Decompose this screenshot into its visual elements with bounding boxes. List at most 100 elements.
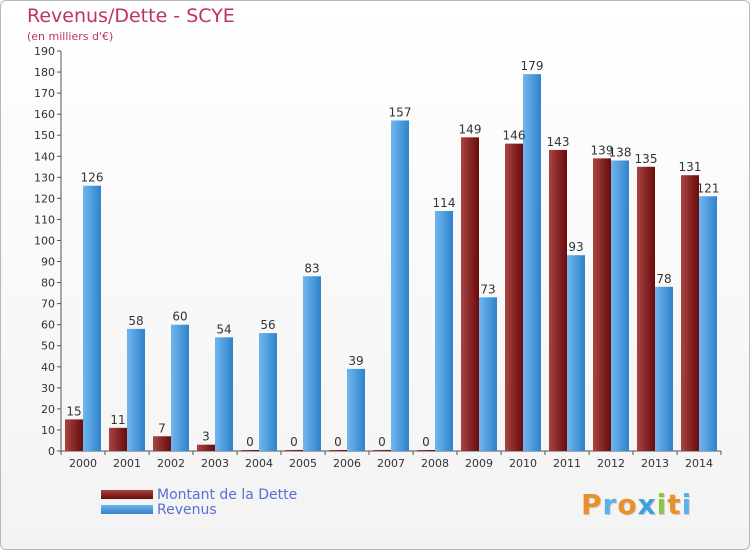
y-tick-label: 110 <box>34 213 55 226</box>
y-tick-label: 70 <box>41 298 55 311</box>
data-label: 11 <box>110 413 125 427</box>
proxiti-logo: Proxiti <box>581 488 692 521</box>
x-tick-label: 2007 <box>377 457 405 470</box>
data-label: 3 <box>202 430 210 444</box>
y-tick-label: 60 <box>41 319 55 332</box>
data-label: 114 <box>433 196 456 210</box>
bar-revenue <box>259 333 277 451</box>
data-label: 0 <box>422 435 430 449</box>
data-label: 60 <box>172 310 187 324</box>
bar-debt <box>593 158 611 452</box>
logo-letter: r <box>602 488 618 521</box>
bar-debt <box>197 444 215 451</box>
data-label: 139 <box>591 143 614 157</box>
logo-letter: x <box>637 488 657 521</box>
data-label: 39 <box>348 354 363 368</box>
chart-subtitle: (en milliers d'€) <box>27 30 114 43</box>
data-label: 131 <box>679 160 702 174</box>
bar-debt <box>681 175 699 452</box>
x-tick-label: 2008 <box>421 457 449 470</box>
data-label: 138 <box>609 145 632 159</box>
data-label: 93 <box>568 240 583 254</box>
data-label: 179 <box>521 59 544 73</box>
bar-debt <box>549 149 567 451</box>
x-tick-label: 2000 <box>69 457 97 470</box>
bar-revenue <box>391 120 409 451</box>
x-tick-label: 2014 <box>685 457 713 470</box>
legend: Montant de la Dette Revenus <box>101 486 298 518</box>
x-tick-label: 2003 <box>201 457 229 470</box>
bar-debt <box>109 427 127 451</box>
y-tick-label: 190 <box>34 45 55 58</box>
logo-letter: t <box>667 488 682 521</box>
bar-revenue <box>127 328 145 451</box>
legend-swatch-debt <box>101 490 153 499</box>
legend-item-revenue: Revenus <box>101 501 297 518</box>
y-tick-label: 180 <box>34 66 55 79</box>
bar-debt <box>329 450 347 451</box>
data-label: 83 <box>304 261 319 275</box>
x-tick-label: 2004 <box>245 457 273 470</box>
bar-debt <box>417 450 435 451</box>
bar-revenue <box>523 74 541 451</box>
data-label: 73 <box>480 282 495 296</box>
bar-debt <box>637 166 655 451</box>
logo-letter: i <box>681 488 693 521</box>
y-tick-label: 20 <box>41 403 55 416</box>
data-label: 58 <box>128 314 143 328</box>
data-label: 0 <box>246 435 254 449</box>
data-label: 0 <box>334 435 342 449</box>
bar-revenue <box>215 337 233 451</box>
data-label: 121 <box>697 181 720 195</box>
y-tick-label: 30 <box>41 382 55 395</box>
y-tick-label: 160 <box>34 108 55 121</box>
x-tick-label: 2006 <box>333 457 361 470</box>
chart-title: Revenus/Dette - SCYE <box>27 5 235 27</box>
data-label: 56 <box>260 318 275 332</box>
data-label: 135 <box>635 152 658 166</box>
bar-debt <box>65 419 83 451</box>
data-label: 78 <box>656 272 671 286</box>
data-label: 126 <box>81 171 104 185</box>
bar-revenue <box>655 286 673 451</box>
x-tick-label: 2002 <box>157 457 185 470</box>
legend-label-debt: Montant de la Dette <box>157 486 298 503</box>
bar-revenue <box>435 211 453 451</box>
y-tick-label: 140 <box>34 150 55 163</box>
data-label: 15 <box>66 404 81 418</box>
y-tick-label: 0 <box>48 445 55 458</box>
y-tick-label: 50 <box>41 340 55 353</box>
legend-label-revenue: Revenus <box>157 501 217 518</box>
bar-revenue <box>303 276 321 451</box>
bar-revenue <box>479 297 497 451</box>
data-label: 146 <box>503 129 526 143</box>
bar-debt <box>373 450 391 451</box>
bar-revenue <box>83 185 101 451</box>
y-tick-label: 170 <box>34 87 55 100</box>
y-tick-label: 130 <box>34 171 55 184</box>
x-tick-label: 2010 <box>509 457 537 470</box>
bar-debt <box>461 137 479 451</box>
y-tick-label: 150 <box>34 129 55 142</box>
bar-debt <box>285 450 303 451</box>
bar-revenue <box>347 368 365 451</box>
y-tick-label: 80 <box>41 277 55 290</box>
x-tick-label: 2005 <box>289 457 317 470</box>
x-tick-label: 2009 <box>465 457 493 470</box>
x-tick-label: 2001 <box>113 457 141 470</box>
bar-debt <box>505 143 523 451</box>
data-label: 149 <box>459 122 482 136</box>
logo-letter: i <box>656 488 668 521</box>
y-tick-label: 10 <box>41 424 55 437</box>
legend-swatch-revenue <box>101 505 153 514</box>
bar-revenue <box>567 255 585 451</box>
bar-revenue <box>171 324 189 451</box>
data-label: 7 <box>158 421 166 435</box>
y-tick-label: 40 <box>41 361 55 374</box>
x-tick-label: 2013 <box>641 457 669 470</box>
bar-revenue <box>611 160 629 451</box>
data-label: 143 <box>547 135 570 149</box>
y-tick-label: 120 <box>34 192 55 205</box>
